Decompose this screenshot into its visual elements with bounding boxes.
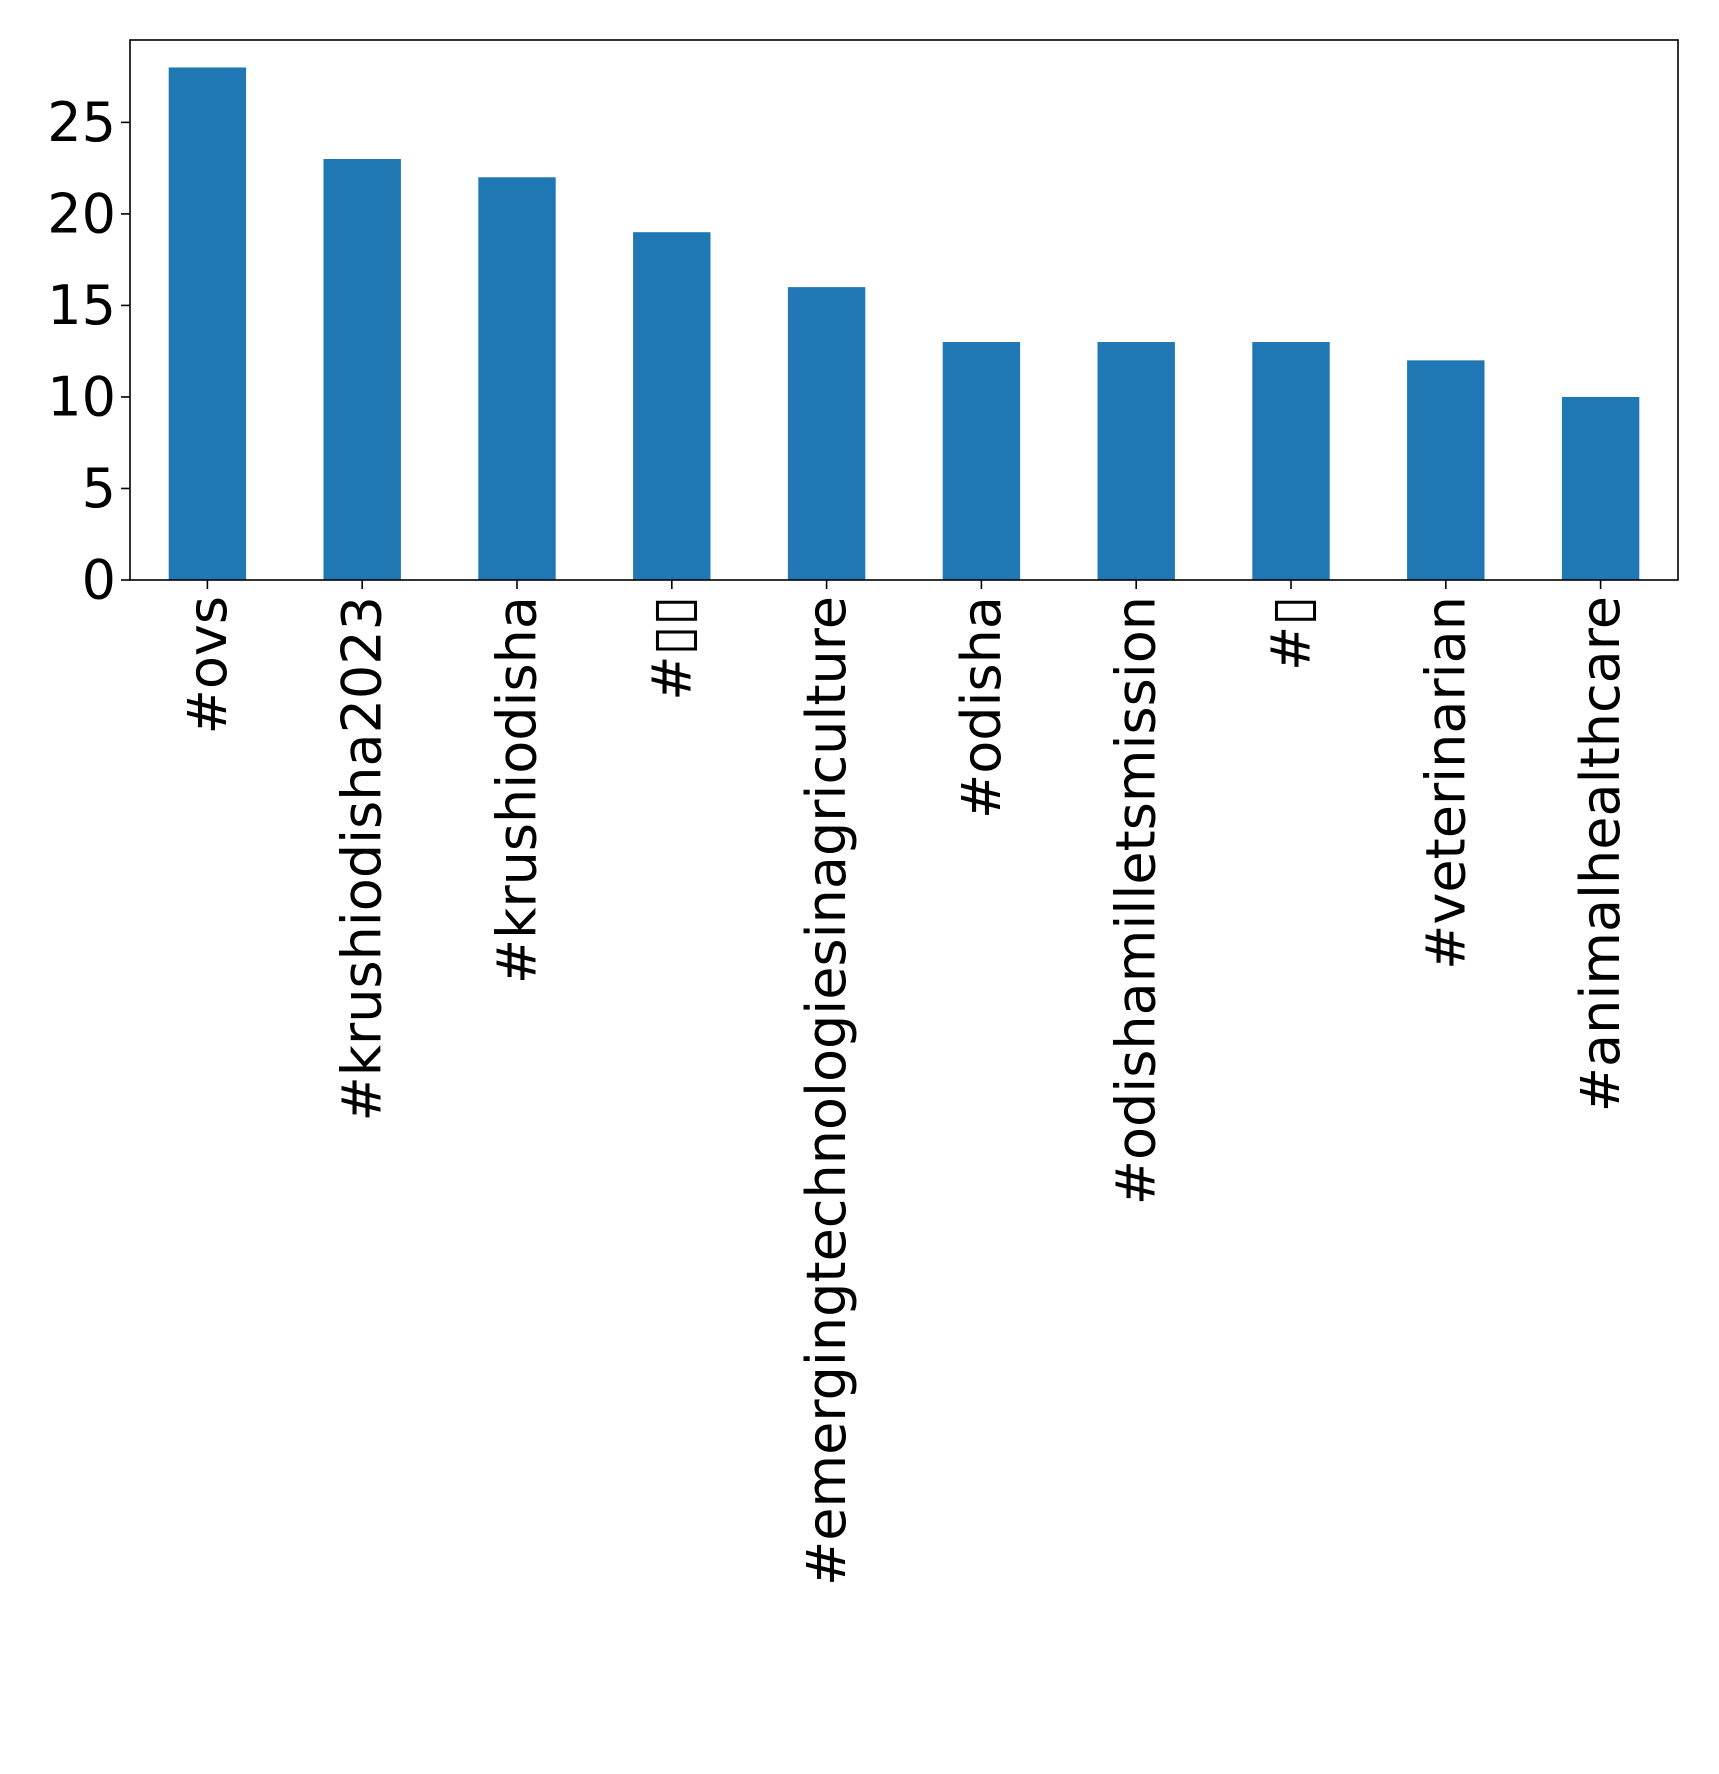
- plot-frame: [129, 39, 1679, 581]
- x-tick-label: #▯: [1260, 596, 1323, 671]
- bar: [1407, 360, 1485, 580]
- x-tick-label: #krushiodisha2023: [331, 596, 394, 1122]
- bar: [1252, 342, 1330, 580]
- bars-group: [168, 67, 1640, 581]
- y-tick-label: 25: [47, 91, 116, 154]
- x-axis: #ovs #krushiodisha2023 #krushiodisha #▯▯ #em…: [176, 580, 1632, 1586]
- x-tick-label: #animalhealthcare: [1569, 596, 1632, 1112]
- x-tick-label: #odishamilletsmission: [1105, 596, 1168, 1205]
- y-tick-label: 5: [82, 457, 116, 520]
- x-tick-label: #veterinarian: [1414, 596, 1477, 970]
- y-tick-label: 20: [47, 182, 116, 245]
- bar: [168, 67, 247, 580]
- x-tick-label: #ovs: [176, 596, 239, 734]
- y-tick-label: 15: [47, 274, 116, 337]
- x-tick-label: #emergingtechnologiesinagriculture: [795, 596, 858, 1586]
- bar: [1561, 396, 1640, 580]
- bar: [633, 232, 711, 581]
- bar: [478, 177, 556, 580]
- x-tick-label: #krushiodisha: [486, 596, 549, 984]
- bar: [942, 342, 1021, 580]
- bar: [787, 287, 866, 580]
- bar: [323, 158, 401, 581]
- y-tick-label: 10: [47, 365, 116, 428]
- bar: [1097, 342, 1175, 580]
- x-tick-label: #odisha: [950, 596, 1013, 819]
- y-axis: 0 5 10 15 20 25: [47, 91, 130, 612]
- y-tick-label: 0: [82, 549, 116, 612]
- x-tick-label: #▯▯: [640, 596, 703, 701]
